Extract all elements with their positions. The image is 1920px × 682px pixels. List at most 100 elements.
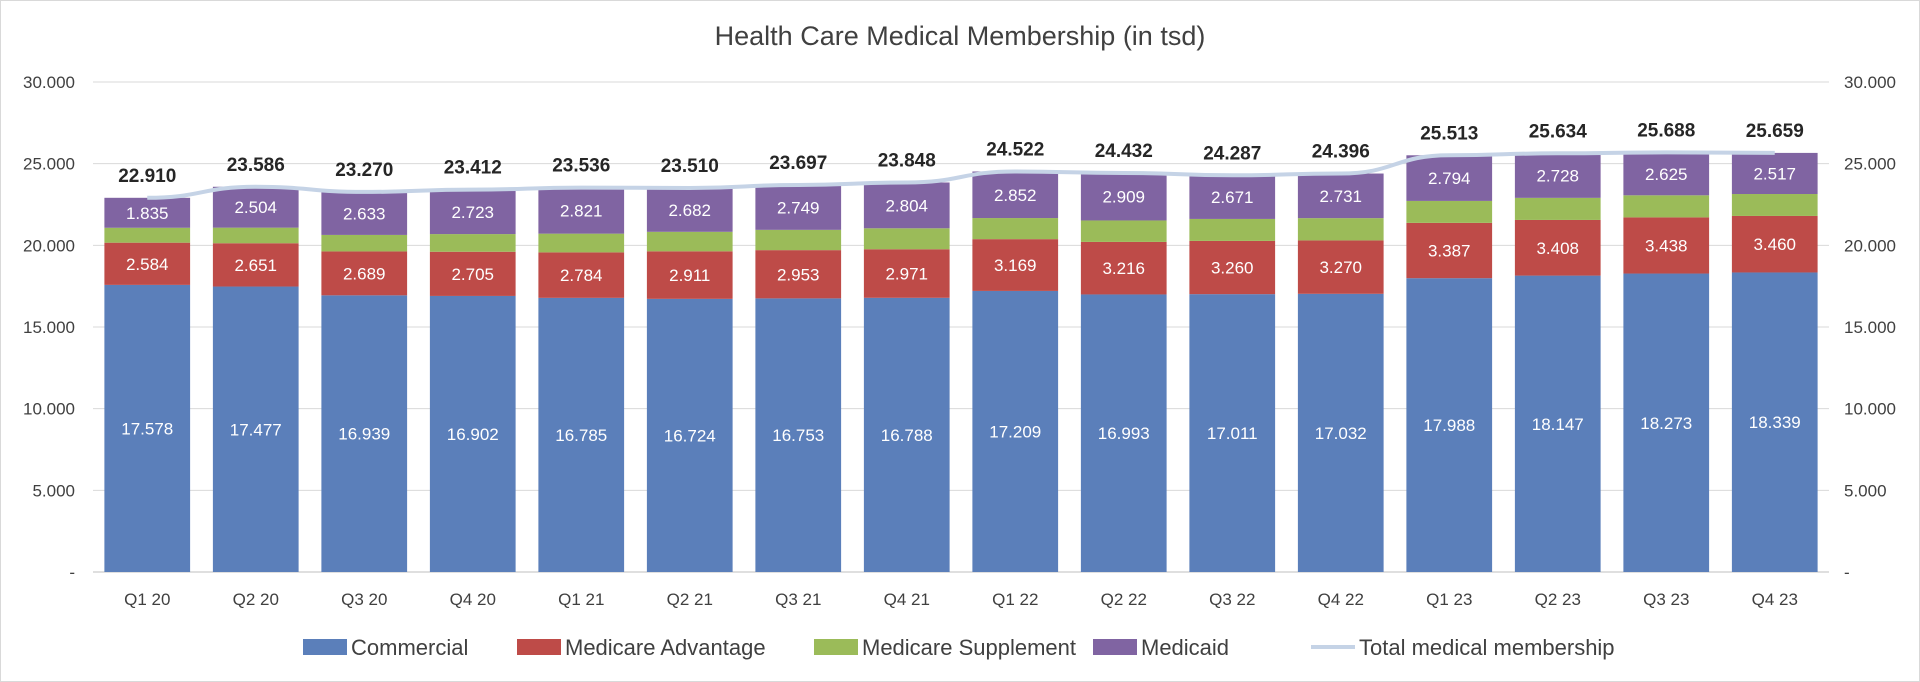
data-label: 2.909 [1102,188,1145,207]
data-label: 2.651 [234,256,277,275]
x-tick-label: Q2 20 [233,590,279,609]
y-tick-label-right: 10.000 [1844,400,1896,419]
data-label: 16.788 [881,426,933,445]
bar-segment-medicare-supplement [1514,197,1601,220]
total-label: 24.432 [1095,141,1153,162]
legend-swatch [814,639,858,655]
bar-segment-medicaid [1514,153,1601,198]
y-tick-label-left: - [69,563,75,582]
x-tick-label: Q4 22 [1318,590,1364,609]
bar-segment-medicaid [863,182,950,229]
bar-segment-medicare-supplement [538,233,625,253]
y-tick-label-left: 30.000 [23,73,75,92]
data-label: 2.723 [451,203,494,222]
y-tick-label-left: 5.000 [32,481,75,500]
bar-segment-commercial [863,297,950,572]
data-label: 18.147 [1532,415,1584,434]
data-label: 2.682 [668,201,711,220]
y-tick-label-right: 15.000 [1844,318,1896,337]
data-label: 3.270 [1319,258,1362,277]
x-tick-label: Q2 21 [667,590,713,609]
bar-segment-commercial [429,295,516,572]
data-label: 3.387 [1428,242,1471,261]
legend-swatch [303,639,347,655]
data-label: 16.785 [555,426,607,445]
bar-segment-medicare-supplement [321,234,408,252]
x-tick-label: Q1 20 [124,590,170,609]
data-label: 2.749 [777,198,820,217]
data-label: 2.971 [885,265,928,284]
data-label: 18.273 [1640,414,1692,433]
bar-segment-commercial [1189,294,1276,572]
data-label: 2.731 [1319,187,1362,206]
chart-title: Health Care Medical Membership (in tsd) [715,21,1206,51]
bar-segment-medicaid [972,171,1059,219]
total-label: 24.522 [986,139,1044,160]
data-label: 17.032 [1315,424,1367,443]
data-label: 2.584 [126,255,169,274]
total-label: 25.688 [1637,120,1695,141]
data-label: 17.578 [121,419,173,438]
total-label: 24.287 [1203,143,1261,164]
bar-segment-commercial [1080,294,1167,572]
bar-segment-medicare-supplement [1623,195,1710,218]
bar-segment-medicare-supplement [863,228,950,250]
bar-segment-medicare-supplement [1731,194,1818,216]
y-tick-label-right: 30.000 [1844,73,1896,92]
bar-segment-medicare-advantage [1514,219,1601,276]
bar-segment-medicare-advantage [863,249,950,298]
x-tick-label: Q4 23 [1752,590,1798,609]
total-label: 25.659 [1746,121,1804,142]
bar-segment-medicare-supplement [104,227,191,243]
bar-segment-medicare-supplement [429,234,516,252]
bar-segment-medicare-advantage [212,243,299,287]
bar-segment-commercial [1406,278,1493,572]
data-label: 2.504 [234,198,277,217]
x-tick-label: Q1 23 [1426,590,1472,609]
bar-segment-commercial [212,286,299,572]
data-label: 17.011 [1207,424,1258,443]
bar-segment-medicaid [104,197,191,228]
data-label: 2.784 [560,266,603,285]
x-tick-label: Q4 20 [450,590,496,609]
bar-segment-medicare-supplement [212,227,299,244]
data-label: 1.835 [126,204,169,223]
data-label: 2.705 [451,265,494,284]
bar-segment-medicare-advantage [104,242,191,285]
x-tick-label: Q2 22 [1101,590,1147,609]
data-label: 2.852 [994,186,1037,205]
data-label: 2.911 [669,266,710,285]
legend-label: Commercial [351,635,468,660]
total-label: 25.513 [1420,123,1478,144]
bar-segment-medicaid [1731,152,1818,195]
x-tick-label: Q2 23 [1535,590,1581,609]
total-label: 24.396 [1312,142,1370,163]
data-label: 2.671 [1211,188,1254,207]
bar-segment-medicaid [646,188,733,232]
data-label: 3.460 [1753,235,1796,254]
bar-segment-medicaid [429,189,516,235]
y-tick-label-right: 20.000 [1844,236,1896,255]
data-label: 2.728 [1536,167,1579,186]
bar-segment-medicaid [1080,172,1167,221]
data-label: 17.477 [230,420,282,439]
bar-segment-commercial [1731,272,1818,572]
x-tick-label: Q1 21 [558,590,604,609]
data-label: 2.804 [885,196,928,215]
data-label: 16.753 [772,426,824,445]
x-tick-label: Q3 23 [1643,590,1689,609]
y-tick-label-right: 25.000 [1844,155,1896,174]
total-label: 23.536 [552,156,610,177]
legend-label: Medicare Supplement [862,635,1076,660]
bar-segment-medicare-supplement [1297,218,1384,241]
bar-segment-medicare-advantage [972,239,1059,291]
bar-segment-medicaid [538,187,625,234]
bar-segment-medicaid [1406,155,1493,201]
bar-segment-medicaid [755,184,842,230]
bar-segment-medicare-advantage [1731,215,1818,273]
bar-segment-medicare-advantage [1189,240,1276,295]
data-label: 2.625 [1645,165,1688,184]
bar-segment-medicare-supplement [755,229,842,251]
data-label: 2.689 [343,264,386,283]
